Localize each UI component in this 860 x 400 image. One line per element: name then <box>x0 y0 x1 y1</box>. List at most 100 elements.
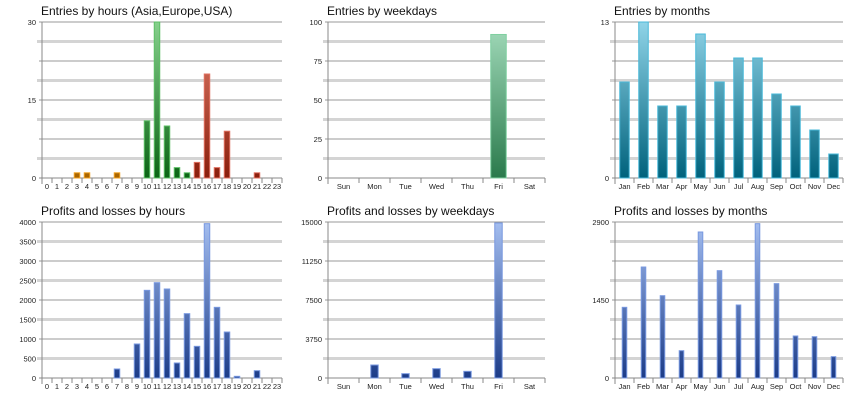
bar-profit-21 <box>253 370 261 379</box>
bar-profit-may <box>697 231 704 379</box>
x-tick-label: 22 <box>263 182 271 191</box>
x-tick-label: 5 <box>95 182 99 191</box>
x-tick-label: 8 <box>125 182 129 191</box>
bar-entries-fri <box>490 33 507 179</box>
bar-entries-jul <box>733 57 744 179</box>
x-tick-label: 3 <box>75 182 79 191</box>
x-tick-label: May <box>693 382 707 391</box>
bar-profit-jul <box>735 304 742 379</box>
bar-europe-11 <box>153 21 161 179</box>
x-tick-label: 10 <box>143 182 151 191</box>
x-tick-label: 17 <box>213 382 221 391</box>
x-tick-label: 16 <box>203 182 211 191</box>
bar-asia-7 <box>113 172 121 179</box>
x-tick-label: 11 <box>153 382 161 391</box>
x-tick-label: Mon <box>367 382 382 391</box>
chart-entries-by-hours: Entries by hours (Asia,Europe,USA)015300… <box>28 4 283 191</box>
chart-profits-by-weekdays: Profits and losses by weekdays 0 3750 7500 1… <box>301 204 546 391</box>
x-tick-label: Nov <box>808 182 822 191</box>
x-tick-label: 2 <box>65 182 69 191</box>
x-tick-label: 4 <box>85 382 89 391</box>
bar-profit-14 <box>183 313 191 379</box>
y-tick-label: 7500 <box>305 296 322 305</box>
bar-profit-jun <box>716 270 723 379</box>
x-tick-label: 15 <box>193 382 201 391</box>
y-tick-label: 2500 <box>19 277 36 286</box>
x-tick-label: Mar <box>656 182 669 191</box>
bar-asia-3 <box>73 172 81 179</box>
x-tick-label: Sat <box>524 382 536 391</box>
bar-entries-may <box>695 33 706 179</box>
x-tick-label: Jan <box>618 382 630 391</box>
y-tick-label: 50 <box>314 96 322 105</box>
x-tick-label: Jun <box>713 382 725 391</box>
x-tick-label: 17 <box>213 182 221 191</box>
x-tick-label: 10 <box>143 382 151 391</box>
x-tick-label: 2 <box>65 382 69 391</box>
y-tick-label: 3750 <box>305 335 322 344</box>
bar-profit-fri <box>494 222 503 379</box>
x-tick-label: Feb <box>637 182 650 191</box>
bar-profit-9 <box>133 343 141 379</box>
y-tick-label: 0 <box>318 374 322 383</box>
x-tick-label: Nov <box>808 382 822 391</box>
x-tick-label: Sun <box>337 382 350 391</box>
x-tick-label: 16 <box>203 382 211 391</box>
y-tick-label: 15000 <box>301 218 322 227</box>
y-tick-label: 0 <box>32 374 36 383</box>
y-tick-label: 500 <box>23 355 36 364</box>
bar-europe-14 <box>183 172 191 179</box>
y-tick-label: 25 <box>314 135 322 144</box>
bar-profit-jan <box>621 306 628 379</box>
x-tick-label: 15 <box>193 182 201 191</box>
y-tick-label: 2000 <box>19 296 36 305</box>
chart-title: Profits and losses by weekdays <box>327 204 494 218</box>
bar-europe-12 <box>163 125 171 179</box>
bar-asia-4 <box>83 172 91 179</box>
x-tick-label: 0 <box>45 182 49 191</box>
bar-profit-7 <box>113 368 121 379</box>
bar-profit-tue <box>401 373 410 379</box>
chart-title: Profits and losses by months <box>614 204 767 218</box>
bar-entries-sep <box>771 93 782 179</box>
x-tick-label: May <box>693 182 707 191</box>
y-tick-label: 1000 <box>19 335 36 344</box>
bar-entries-feb <box>638 21 649 179</box>
x-tick-label: Aug <box>751 182 764 191</box>
bar-profit-17 <box>213 306 221 379</box>
x-tick-label: 22 <box>263 382 271 391</box>
chart-profits-by-hours: Profits and losses by hours 0 500 1000 1500 2… <box>19 204 283 391</box>
y-tick-label: 1450 <box>592 296 609 305</box>
bar-entries-mar <box>657 105 668 179</box>
bar-profit-oct <box>792 335 799 379</box>
x-tick-label: Tue <box>399 382 412 391</box>
x-tick-label: 12 <box>163 382 171 391</box>
x-tick-label: 18 <box>223 382 231 391</box>
y-tick-label: 30 <box>28 18 36 27</box>
bar-usa-16 <box>203 73 211 179</box>
x-tick-label: 20 <box>243 382 251 391</box>
chart-profits-by-months: Profits and losses by months 0 1450 2900 Jan… <box>592 204 844 391</box>
x-tick-label: Wed <box>429 182 444 191</box>
x-tick-label: Sat <box>524 182 536 191</box>
bar-profit-18 <box>223 331 231 379</box>
x-tick-label: Apr <box>676 382 688 391</box>
x-tick-label: Jan <box>618 182 630 191</box>
x-tick-label: Thu <box>461 182 474 191</box>
chart-title: Entries by months <box>614 4 710 18</box>
x-tick-label: 14 <box>183 182 191 191</box>
bar-entries-oct <box>790 105 801 179</box>
x-tick-label: 23 <box>273 382 281 391</box>
bar-profit-apr <box>678 350 685 379</box>
x-tick-label: Jun <box>713 182 725 191</box>
x-tick-label: Fri <box>494 382 503 391</box>
x-tick-label: Mon <box>367 182 382 191</box>
bar-profit-thu <box>463 370 472 379</box>
bar-profit-aug <box>754 223 761 379</box>
x-tick-label: 3 <box>75 382 79 391</box>
bar-profit-mon <box>370 364 379 379</box>
y-tick-label: 0 <box>605 374 609 383</box>
y-tick-label: 4000 <box>19 218 36 227</box>
y-tick-label: 15 <box>28 96 36 105</box>
bar-europe-10 <box>143 120 151 179</box>
